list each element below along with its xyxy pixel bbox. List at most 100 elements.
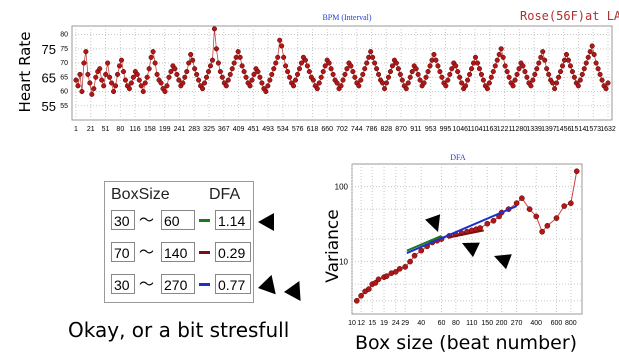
bpm-point: [457, 74, 463, 80]
bpm-point: [581, 66, 587, 72]
bpm-point: [554, 80, 560, 86]
bpm-point: [294, 71, 301, 77]
bpm-x-tick-label: 786: [366, 126, 378, 133]
bpm-point: [231, 60, 237, 66]
bpm-point: [130, 74, 136, 80]
bpm-point: [257, 74, 263, 80]
bpm-point: [415, 71, 421, 77]
dfa-point: [375, 276, 382, 283]
bpm-point: [334, 80, 340, 86]
bpm-point: [196, 77, 202, 83]
bpm-point: [235, 49, 241, 55]
bpm-point: [374, 66, 380, 72]
bpm-point: [397, 71, 403, 77]
bpm-x-tick-label: 1104: [467, 126, 482, 133]
bpm-point: [182, 74, 188, 80]
bpm-point: [219, 74, 225, 80]
boxsize-header: BoxSize: [111, 186, 170, 203]
dfa-point: [573, 168, 580, 175]
bpm-point: [203, 74, 210, 80]
bpm-point: [362, 66, 368, 72]
bpm-point: [571, 74, 577, 80]
bpm-point: [87, 80, 93, 86]
bpm-point: [389, 63, 395, 69]
bpm-point: [399, 77, 405, 83]
bpm-point: [328, 66, 334, 72]
dfa-fit-green: [406, 234, 442, 252]
bpm-point: [263, 88, 269, 95]
bpm-point: [567, 63, 573, 69]
bpm-point: [138, 83, 144, 89]
bpm-x-tick-label: 51: [102, 126, 110, 133]
bpm-x-tick-label: 828: [380, 126, 392, 133]
dfa-point: [561, 203, 568, 209]
bpm-point: [77, 71, 83, 77]
tilde-1: ～: [139, 211, 155, 229]
bpm-point: [290, 83, 297, 89]
bpm-point: [443, 83, 449, 89]
bpm-x-tick-label: 409: [233, 126, 245, 133]
bpm-point: [275, 54, 281, 60]
bpm-point: [97, 66, 103, 72]
bpm-point: [302, 57, 308, 63]
bpm-point: [320, 69, 326, 75]
dfa-point: [568, 200, 574, 207]
dfa-row-1: 30 ～ 60 1.14: [109, 210, 251, 230]
bpm-point: [524, 74, 530, 80]
bpm-point: [453, 63, 459, 69]
bpm-point: [595, 66, 601, 72]
bpm-y-tick-large: 55: [42, 99, 56, 114]
bpm-point: [455, 69, 461, 75]
bpm-point: [174, 71, 180, 77]
bpm-point: [486, 80, 492, 86]
bpm-point: [370, 54, 376, 60]
box-from-3: 30: [111, 274, 135, 294]
bpm-point: [480, 77, 486, 83]
bpm-point: [105, 60, 111, 66]
bpm-point: [194, 71, 200, 77]
bpm-point: [585, 54, 591, 60]
dfa-point: [353, 297, 360, 304]
dfa-point: [418, 247, 425, 254]
bpm-x-tick-label: 1163: [482, 126, 497, 133]
dfa-point: [519, 195, 525, 202]
bpm-point: [213, 46, 219, 52]
pointer-arrows: [258, 213, 512, 301]
bpm-point: [281, 54, 287, 60]
bpm-point: [536, 60, 542, 66]
dfa-x-tick-label: 40: [417, 320, 425, 327]
bpm-chart-title: BPM (Interval): [322, 13, 371, 22]
bpm-point: [587, 49, 593, 55]
box-to-2: 140: [161, 242, 195, 262]
bpm-point: [310, 77, 316, 83]
bpm-point: [207, 63, 214, 69]
bpm-point: [298, 60, 305, 66]
dfa-x-tick-label: 110: [466, 320, 477, 327]
bpm-point: [192, 66, 198, 72]
bpm-x-tick-label: 534: [277, 126, 289, 133]
bpm-point: [148, 54, 154, 60]
bpm-point: [209, 57, 216, 63]
dfa-point: [392, 268, 399, 275]
caption: Okay, or a bit stresfull: [68, 318, 290, 342]
bpm-point: [73, 77, 79, 83]
bpm-x-tick-label: 367: [218, 126, 230, 133]
dfa-x-tick-label: 800: [565, 320, 577, 327]
bpm-y-tick-small: 70: [60, 60, 68, 67]
dfa-value-3: 0.77: [215, 274, 251, 294]
bpm-point: [492, 63, 498, 69]
dfa-point: [396, 265, 403, 272]
bpm-point: [393, 60, 399, 66]
bpm-point: [237, 54, 243, 60]
bpm-point: [498, 46, 504, 52]
bpm-series: [73, 26, 611, 97]
dfa-point: [411, 252, 418, 259]
bpm-point: [534, 66, 540, 72]
bpm-point: [265, 83, 271, 89]
bpm-point: [358, 77, 364, 83]
dfa-point: [490, 217, 497, 224]
dfa-value-2: 0.29: [215, 242, 251, 262]
bpm-point: [383, 80, 390, 86]
bpm-point: [162, 88, 168, 95]
